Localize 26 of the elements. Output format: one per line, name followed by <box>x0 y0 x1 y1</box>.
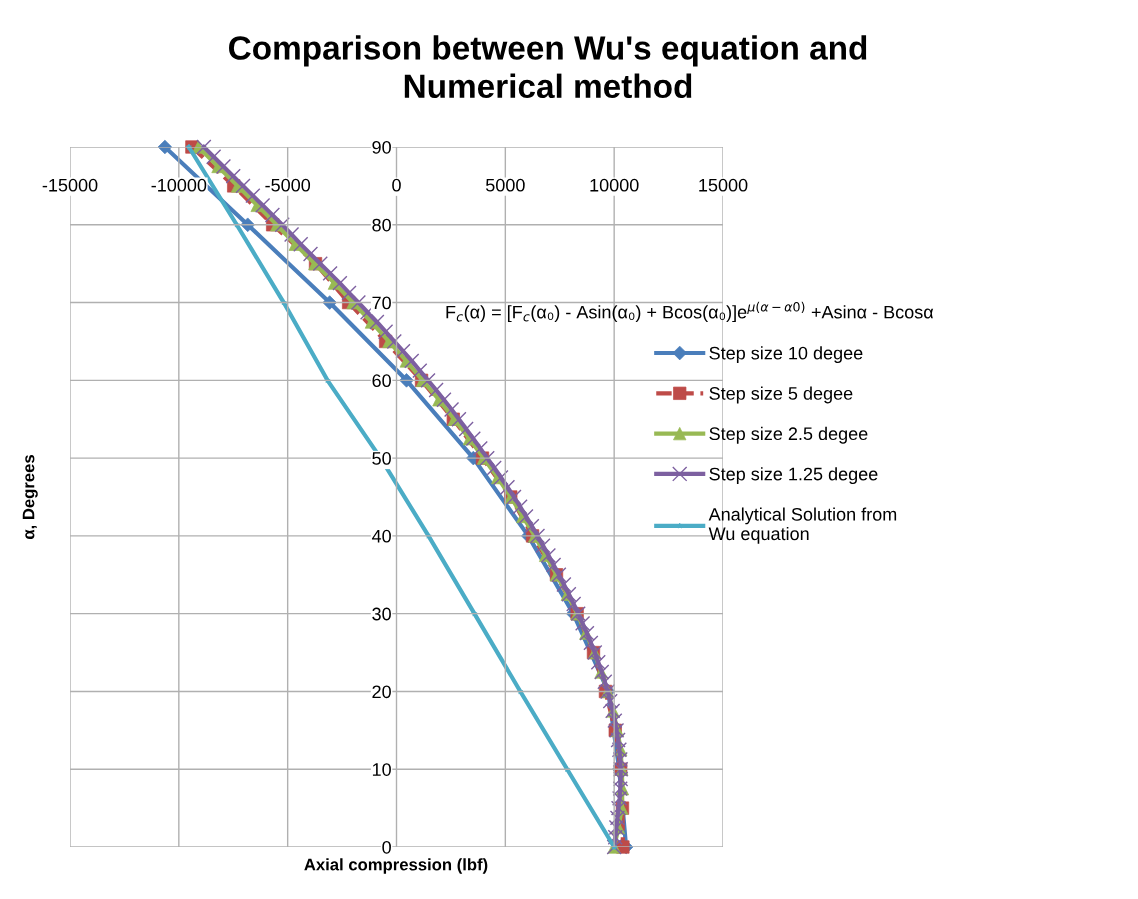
y-tick-label: 10 <box>372 763 391 776</box>
y-tick-label: 20 <box>372 685 391 699</box>
x-tick-label: -15000 <box>42 178 98 192</box>
x-tick-label: 0 <box>392 178 401 192</box>
y-tick-label: 0 <box>382 840 391 854</box>
x-tick-label: 15000 <box>699 178 748 192</box>
y-tick-label: 30 <box>372 607 391 621</box>
chart-title: Comparison between Wu's equation and Numerical method <box>229 35 867 99</box>
legend-label: Step size 1.25 degee <box>709 467 878 484</box>
legend-label: Step size 2.5 degee <box>709 426 868 444</box>
x-tick-label: -10000 <box>151 178 207 192</box>
x-tick-label: 5000 <box>485 178 525 192</box>
y-tick-label: 50 <box>372 452 391 465</box>
x-axis-title: Axial compression (lbf) <box>304 858 488 874</box>
legend-label: Step size 10 degee <box>709 346 863 364</box>
annotation: F$_{c}$(α) = [F$_{c}$(α₀) - Asin(α₀) + Bcos(α₀)]e$^{μ(α−α0)}$ +Asinα - Bcosα <box>446 301 934 323</box>
y-tick-label: 80 <box>372 218 391 232</box>
y-axis-title: α, Degrees <box>22 455 38 539</box>
y-tick-label: 60 <box>372 374 391 388</box>
legend-label: Step size 5 degee <box>709 386 853 404</box>
y-tick-label: 40 <box>371 529 391 543</box>
y-tick-label: 90 <box>372 140 391 154</box>
x-tick-label: -5000 <box>265 178 311 192</box>
x-tick-label: 10000 <box>590 178 639 192</box>
legend-label: Analytical Solution from Wu equation <box>708 507 897 544</box>
y-tick-label: 70 <box>372 296 391 310</box>
